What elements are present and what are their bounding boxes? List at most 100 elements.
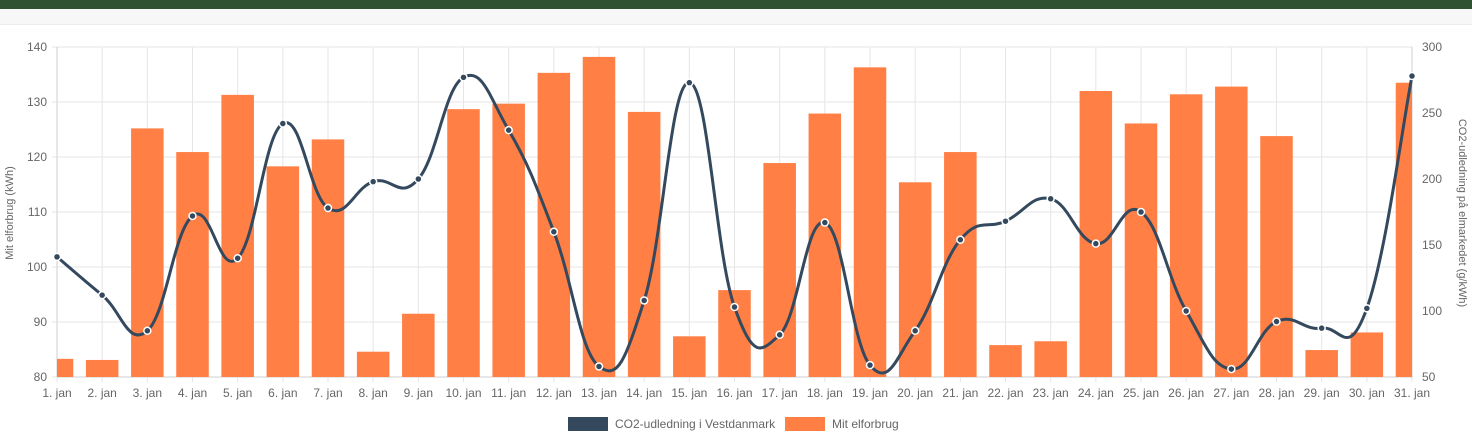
x-tick-label: 20. jan [897, 386, 933, 400]
y-left-tick-label: 100 [27, 260, 47, 274]
co2-point-13[interactable] [594, 362, 604, 371]
subheader-bar [0, 9, 1472, 25]
x-tick-label: 31. jan [1394, 386, 1430, 400]
bar-12[interactable] [537, 72, 571, 377]
co2-point-4[interactable] [188, 211, 197, 221]
co2-point-1[interactable] [52, 252, 62, 262]
line-series [52, 71, 1417, 375]
co2-point-27[interactable] [1227, 364, 1236, 374]
co2-point-28[interactable] [1272, 317, 1281, 326]
bar-9[interactable] [402, 313, 435, 377]
bar-25[interactable] [1124, 123, 1158, 377]
bar-18[interactable] [808, 113, 842, 378]
bar-28[interactable] [1260, 136, 1293, 377]
bar-3[interactable] [131, 128, 164, 377]
co2-point-24[interactable] [1091, 239, 1101, 248]
co2-point-31[interactable] [1407, 71, 1417, 81]
bar-7[interactable] [311, 139, 345, 377]
bar-15[interactable] [673, 336, 706, 377]
bar-6[interactable] [266, 166, 300, 377]
co2-point-20[interactable] [910, 326, 920, 336]
x-tick-label: 2. jan [87, 386, 116, 400]
co2-point-26[interactable] [1181, 306, 1191, 316]
co2-point-16[interactable] [730, 302, 739, 312]
legend-swatch-co2 [568, 417, 608, 431]
bar-22[interactable] [989, 345, 1022, 377]
co2-point-5[interactable] [233, 253, 242, 263]
x-tick-label: 4. jan [178, 386, 207, 400]
x-tick-label: 8. jan [358, 386, 387, 400]
y-right-tick-label: 150 [1422, 238, 1442, 252]
bar-2[interactable] [85, 359, 119, 377]
co2-point-6[interactable] [278, 119, 288, 128]
y-right-tick-label: 50 [1422, 370, 1436, 384]
co2-point-7[interactable] [323, 203, 333, 213]
bar-29[interactable] [1305, 350, 1338, 377]
co2-point-21[interactable] [956, 235, 965, 244]
legend-label-consumption: Mit elforbrug [832, 417, 899, 431]
x-tick-label: 23. jan [1033, 386, 1069, 400]
x-tick-label: 21. jan [942, 386, 978, 400]
y-left-tick-label: 90 [34, 315, 48, 329]
bar-13[interactable] [582, 56, 616, 378]
bar-8[interactable] [356, 351, 390, 377]
co2-point-3[interactable] [143, 326, 152, 336]
x-tick-label: 27. jan [1213, 386, 1249, 400]
bar-17[interactable] [763, 163, 796, 377]
x-tick-label: 13. jan [581, 386, 617, 400]
legend-item-consumption[interactable]: Mit elforbrug [785, 417, 899, 431]
x-tick-label: 25. jan [1123, 386, 1159, 400]
x-tick-label: 16. jan [716, 386, 752, 400]
x-tick-label: 6. jan [268, 386, 297, 400]
x-tick-label: 29. jan [1304, 386, 1340, 400]
co2-point-9[interactable] [414, 174, 423, 184]
x-tick-label: 3. jan [133, 386, 162, 400]
co2-point-11[interactable] [504, 125, 513, 135]
co2-point-18[interactable] [820, 218, 830, 227]
y-left-tick-label: 140 [27, 40, 47, 54]
y-axis-left-title: Mit elforbrug (kWh) [4, 166, 16, 260]
co2-point-17[interactable] [775, 330, 784, 340]
bar-11[interactable] [492, 103, 525, 378]
x-tick-label: 9. jan [404, 386, 433, 400]
x-tick-label: 10. jan [445, 386, 481, 400]
co2-point-15[interactable] [685, 78, 694, 87]
y-axis-left-ticks: 80 90 100 110 120 130 140 [27, 40, 47, 384]
bar-23[interactable] [1034, 341, 1067, 377]
co2-point-30[interactable] [1362, 304, 1372, 313]
consumption-co2-chart: 1. jan 2. jan 3. jan 4. jan 5. jan 6. jan 7. j… [4, 40, 1468, 431]
x-tick-label: 28. jan [1258, 386, 1294, 400]
bar-21[interactable] [944, 152, 977, 377]
co2-point-29[interactable] [1317, 323, 1326, 333]
x-tick-label: 18. jan [807, 386, 843, 400]
legend: CO2-udledning i Vestdanmark Mit elforbru… [568, 417, 899, 431]
co2-point-8[interactable] [368, 177, 378, 186]
y-left-tick-label: 120 [27, 150, 47, 164]
legend-item-co2[interactable]: CO2-udledning i Vestdanmark [568, 417, 776, 431]
bar-1[interactable] [57, 358, 74, 377]
x-tick-label: 26. jan [1168, 386, 1204, 400]
bar-24[interactable] [1079, 91, 1113, 377]
bar-20[interactable] [898, 182, 932, 377]
co2-point-2[interactable] [97, 290, 107, 300]
y-left-tick-label: 110 [28, 205, 47, 219]
y-right-tick-label: 250 [1422, 106, 1442, 120]
bar-10[interactable] [447, 109, 480, 378]
legend-swatch-consumption [785, 417, 825, 431]
y-right-tick-label: 100 [1422, 304, 1442, 318]
co2-point-10[interactable] [459, 73, 468, 82]
x-tick-label: 5. jan [223, 386, 252, 400]
co2-point-22[interactable] [1001, 216, 1010, 226]
co2-point-19[interactable] [865, 360, 875, 370]
bar-19[interactable] [853, 67, 887, 377]
co2-point-12[interactable] [549, 227, 559, 237]
y-left-tick-label: 80 [34, 370, 48, 384]
bar-4[interactable] [176, 152, 209, 377]
bar-30[interactable] [1350, 332, 1384, 377]
bar-27[interactable] [1215, 86, 1248, 377]
y-axis-right-ticks: 50 100 150 200 250 300 [1422, 40, 1442, 384]
co2-point-23[interactable] [1046, 194, 1055, 204]
co2-point-14[interactable] [639, 296, 649, 305]
co2-point-25[interactable] [1136, 207, 1146, 217]
x-tick-label: 15. jan [671, 386, 707, 400]
